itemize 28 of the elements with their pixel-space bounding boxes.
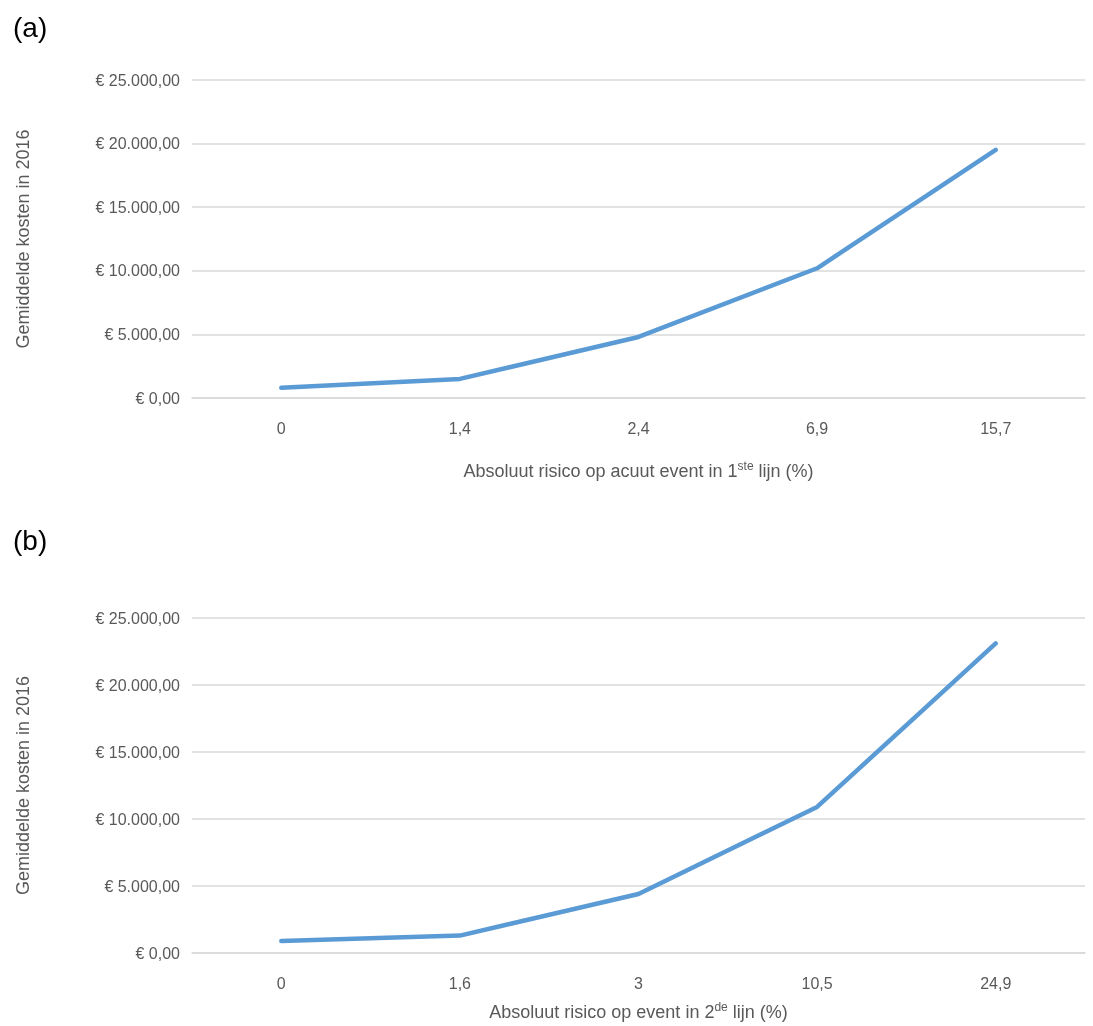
- line-series: [279, 147, 998, 391]
- y-tick-label: € 0,00: [135, 389, 181, 407]
- chart-title: (a): [13, 11, 48, 43]
- y-tick-label: € 0,00: [135, 944, 181, 962]
- x-tick-label: 1,4: [448, 419, 472, 437]
- x-tick-label: 3: [634, 974, 644, 992]
- chart-title: (b): [13, 524, 48, 556]
- x-tick-label: 1,6: [448, 974, 472, 992]
- y-tick-label: € 5.000,00: [104, 325, 181, 343]
- y-axis-title: Gemiddelde kosten in 2016: [13, 675, 33, 896]
- y-tick-label: € 10.000,00: [95, 810, 181, 828]
- y-tick-label: € 10.000,00: [95, 262, 181, 280]
- y-tick-label: € 20.000,00: [95, 135, 181, 153]
- y-tick-label: € 25.000,00: [95, 609, 181, 627]
- y-tick-label: € 20.000,00: [95, 676, 181, 694]
- x-tick-label: 15,7: [980, 419, 1012, 437]
- x-tick-label: 2,4: [627, 419, 650, 437]
- x-tick-label: 0: [276, 419, 286, 437]
- y-tick-label: € 25.000,00: [95, 71, 181, 89]
- y-tick-label: € 15.000,00: [95, 198, 181, 216]
- x-tick-label: 6,9: [805, 419, 829, 437]
- x-tick-label: 24,9: [980, 974, 1012, 992]
- x-tick-label: 0: [276, 974, 286, 992]
- x-tick-label: 10,5: [801, 974, 833, 992]
- y-tick-label: € 15.000,00: [95, 743, 181, 761]
- y-tick-label: € 5.000,00: [104, 877, 181, 895]
- y-axis-title: Gemiddelde kosten in 2016: [13, 129, 33, 349]
- line-series: [279, 641, 998, 944]
